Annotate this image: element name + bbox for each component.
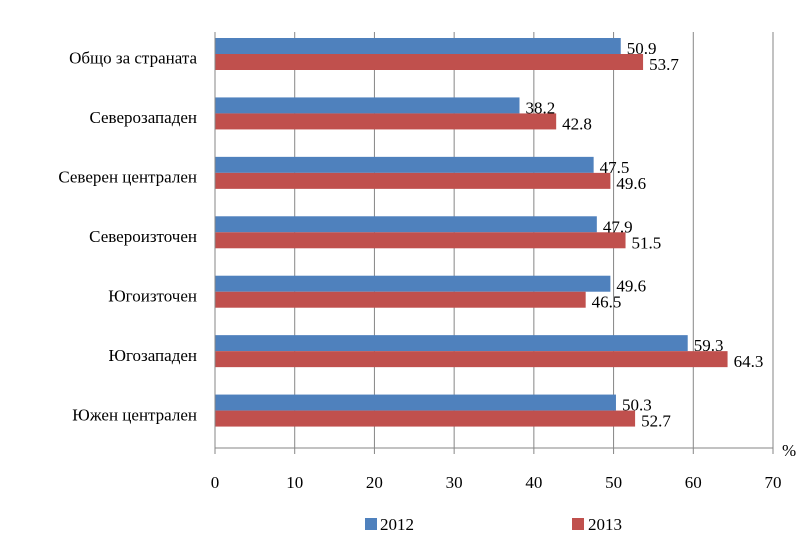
- value-label-2012: 59.3: [694, 336, 724, 355]
- bar-2013: [215, 351, 728, 368]
- x-tick-label: 70: [765, 473, 782, 492]
- bar-2012: [215, 216, 597, 233]
- x-tick-label: 20: [366, 473, 383, 492]
- bar-2013: [215, 113, 557, 130]
- bar-2012: [215, 97, 520, 114]
- legend-label-2013: 2013: [588, 515, 622, 534]
- value-label-2012: 49.6: [616, 277, 646, 296]
- bar-2012: [215, 275, 611, 292]
- value-label-2012: 38.2: [526, 98, 556, 117]
- x-axis-ticks: 0 10 20 30 40 50 60 70: [211, 448, 782, 492]
- legend-swatch-2013: [572, 518, 584, 530]
- category-label: Югозападен: [109, 346, 198, 365]
- category-label: Северен централен: [58, 168, 197, 187]
- category-label: Северозападен: [89, 108, 197, 127]
- bar-2013: [215, 172, 611, 189]
- legend-swatch-2012: [365, 518, 377, 530]
- x-tick-label: 0: [211, 473, 220, 492]
- x-tick-label: 40: [525, 473, 542, 492]
- value-label-2013: 52.7: [641, 412, 671, 431]
- value-label-2013: 46.5: [592, 293, 622, 312]
- value-label-2013: 42.8: [562, 114, 592, 133]
- category-label: Югоизточен: [108, 286, 197, 305]
- category-label: Североизточен: [89, 227, 197, 246]
- value-label-2013: 64.3: [734, 352, 764, 371]
- bar-2013: [215, 410, 636, 427]
- legend-label-2012: 2012: [380, 515, 414, 534]
- bar-2012: [215, 156, 594, 173]
- value-labels: 50.953.738.242.847.549.647.951.549.646.5…: [526, 39, 764, 431]
- x-tick-label: 50: [605, 473, 622, 492]
- x-tick-label: 10: [286, 473, 303, 492]
- value-label-2012: 47.5: [600, 158, 630, 177]
- x-tick-label: 30: [446, 473, 463, 492]
- unit-label: %: [782, 441, 796, 460]
- value-label-2012: 50.3: [622, 396, 652, 415]
- bars: [215, 38, 728, 427]
- category-label: Южен централен: [72, 405, 197, 424]
- value-label-2012: 47.9: [603, 217, 633, 236]
- bar-2012: [215, 335, 688, 352]
- x-tick-label: 60: [685, 473, 702, 492]
- bar-2013: [215, 291, 586, 308]
- bar-2012: [215, 394, 616, 411]
- category-label: Общо за страната: [69, 49, 197, 68]
- value-label-2012: 50.9: [627, 39, 657, 58]
- bar-2013: [215, 232, 626, 249]
- bar-2012: [215, 38, 621, 54]
- value-label-2013: 49.6: [616, 174, 646, 193]
- bar-2013: [215, 54, 644, 70]
- legend: 2012 2013: [365, 515, 622, 534]
- value-label-2013: 51.5: [632, 233, 662, 252]
- value-label-2013: 53.7: [649, 55, 679, 74]
- category-labels: Общо за страната Северозападен Северен цен…: [58, 49, 197, 425]
